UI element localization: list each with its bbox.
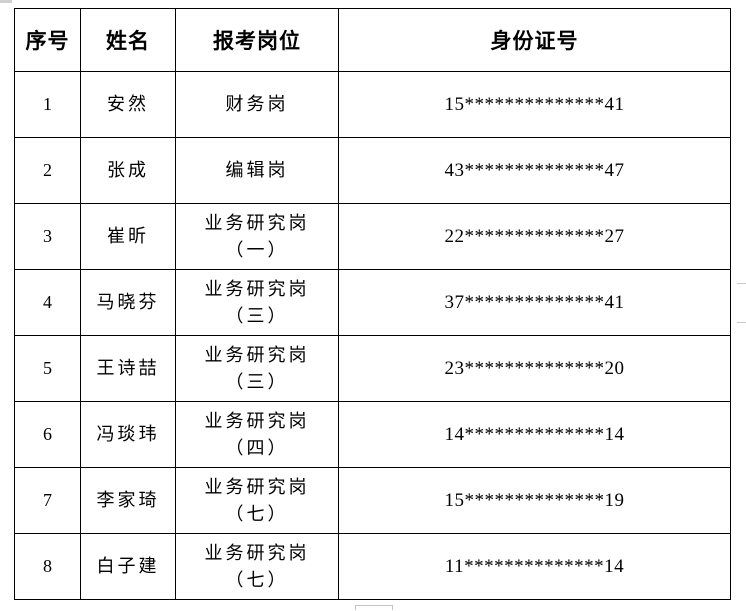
scan-artifact-right-bracket xyxy=(737,283,746,323)
table-body: 1 安然 财务岗 15**************41 2 张成 编辑岗 43*… xyxy=(14,71,731,600)
cell-id: 23**************20 xyxy=(338,335,731,402)
table-row: 1 安然 财务岗 15**************41 xyxy=(14,71,731,138)
roster-table: 序号 姓名 报考岗位 身份证号 1 安然 财务岗 15*************… xyxy=(14,8,731,600)
cell-id: 37**************41 xyxy=(338,269,731,336)
post-line-1: 财务岗 xyxy=(225,94,289,115)
header-row: 序号 姓名 报考岗位 身份证号 xyxy=(14,8,731,72)
cell-id: 22**************27 xyxy=(338,203,731,270)
cell-seq: 3 xyxy=(14,203,81,270)
post-line-1: 业务研究岗 xyxy=(204,345,310,366)
post-line-1: 业务研究岗 xyxy=(204,213,310,234)
cell-seq: 1 xyxy=(14,71,81,138)
cell-id: 43**************47 xyxy=(338,137,731,204)
cell-name: 张成 xyxy=(80,137,176,204)
scan-artifact-top-mark xyxy=(0,0,12,3)
column-header-post: 报考岗位 xyxy=(175,8,339,72)
cell-name: 马晓芬 xyxy=(80,269,176,336)
post-line-1: 业务研究岗 xyxy=(204,543,310,564)
cell-post: 业务研究岗 （一） xyxy=(175,203,339,270)
cell-id: 11**************14 xyxy=(338,533,731,600)
cell-post: 业务研究岗 （七） xyxy=(175,467,339,534)
cell-post: 财务岗 xyxy=(175,71,339,138)
cell-id: 14**************14 xyxy=(338,401,731,468)
cell-post: 编辑岗 xyxy=(175,137,339,204)
column-header-id: 身份证号 xyxy=(338,8,731,72)
roster-table-container: 序号 姓名 报考岗位 身份证号 1 安然 财务岗 15*************… xyxy=(14,8,731,600)
cell-seq: 5 xyxy=(14,335,81,402)
cell-seq: 2 xyxy=(14,137,81,204)
post-line-1: 业务研究岗 xyxy=(204,279,310,300)
post-line-2: （一） xyxy=(225,239,289,260)
cell-post: 业务研究岗 （七） xyxy=(175,533,339,600)
cell-name: 崔昕 xyxy=(80,203,176,270)
column-header-seq: 序号 xyxy=(14,8,81,72)
post-line-2: （七） xyxy=(225,569,289,590)
table-header: 序号 姓名 报考岗位 身份证号 xyxy=(14,8,731,72)
scan-artifact-bottom-bar xyxy=(355,605,393,610)
cell-seq: 4 xyxy=(14,269,81,336)
post-line-1: 业务研究岗 xyxy=(204,411,310,432)
cell-post: 业务研究岗 （三） xyxy=(175,335,339,402)
cell-name: 安然 xyxy=(80,71,176,138)
table-row: 2 张成 编辑岗 43**************47 xyxy=(14,137,731,204)
cell-name: 冯琰玮 xyxy=(80,401,176,468)
cell-post: 业务研究岗 （四） xyxy=(175,401,339,468)
cell-name: 王诗喆 xyxy=(80,335,176,402)
cell-seq: 7 xyxy=(14,467,81,534)
table-row: 4 马晓芬 业务研究岗 （三） 37**************41 xyxy=(14,269,731,336)
column-header-name: 姓名 xyxy=(80,8,176,72)
post-line-2: （七） xyxy=(225,503,289,524)
table-row: 7 李家琦 业务研究岗 （七） 15**************19 xyxy=(14,467,731,534)
cell-seq: 8 xyxy=(14,533,81,600)
cell-name: 白子建 xyxy=(80,533,176,600)
cell-name: 李家琦 xyxy=(80,467,176,534)
table-row: 3 崔昕 业务研究岗 （一） 22**************27 xyxy=(14,203,731,270)
cell-id: 15**************41 xyxy=(338,71,731,138)
post-line-2: （四） xyxy=(225,437,289,458)
table-row: 5 王诗喆 业务研究岗 （三） 23**************20 xyxy=(14,335,731,402)
table-row: 6 冯琰玮 业务研究岗 （四） 14**************14 xyxy=(14,401,731,468)
cell-post: 业务研究岗 （三） xyxy=(175,269,339,336)
cell-id: 15**************19 xyxy=(338,467,731,534)
post-line-1: 编辑岗 xyxy=(225,160,289,181)
table-row: 8 白子建 业务研究岗 （七） 11**************14 xyxy=(14,533,731,600)
post-line-2: （三） xyxy=(225,371,289,392)
post-line-1: 业务研究岗 xyxy=(204,477,310,498)
cell-seq: 6 xyxy=(14,401,81,468)
post-line-2: （三） xyxy=(225,305,289,326)
